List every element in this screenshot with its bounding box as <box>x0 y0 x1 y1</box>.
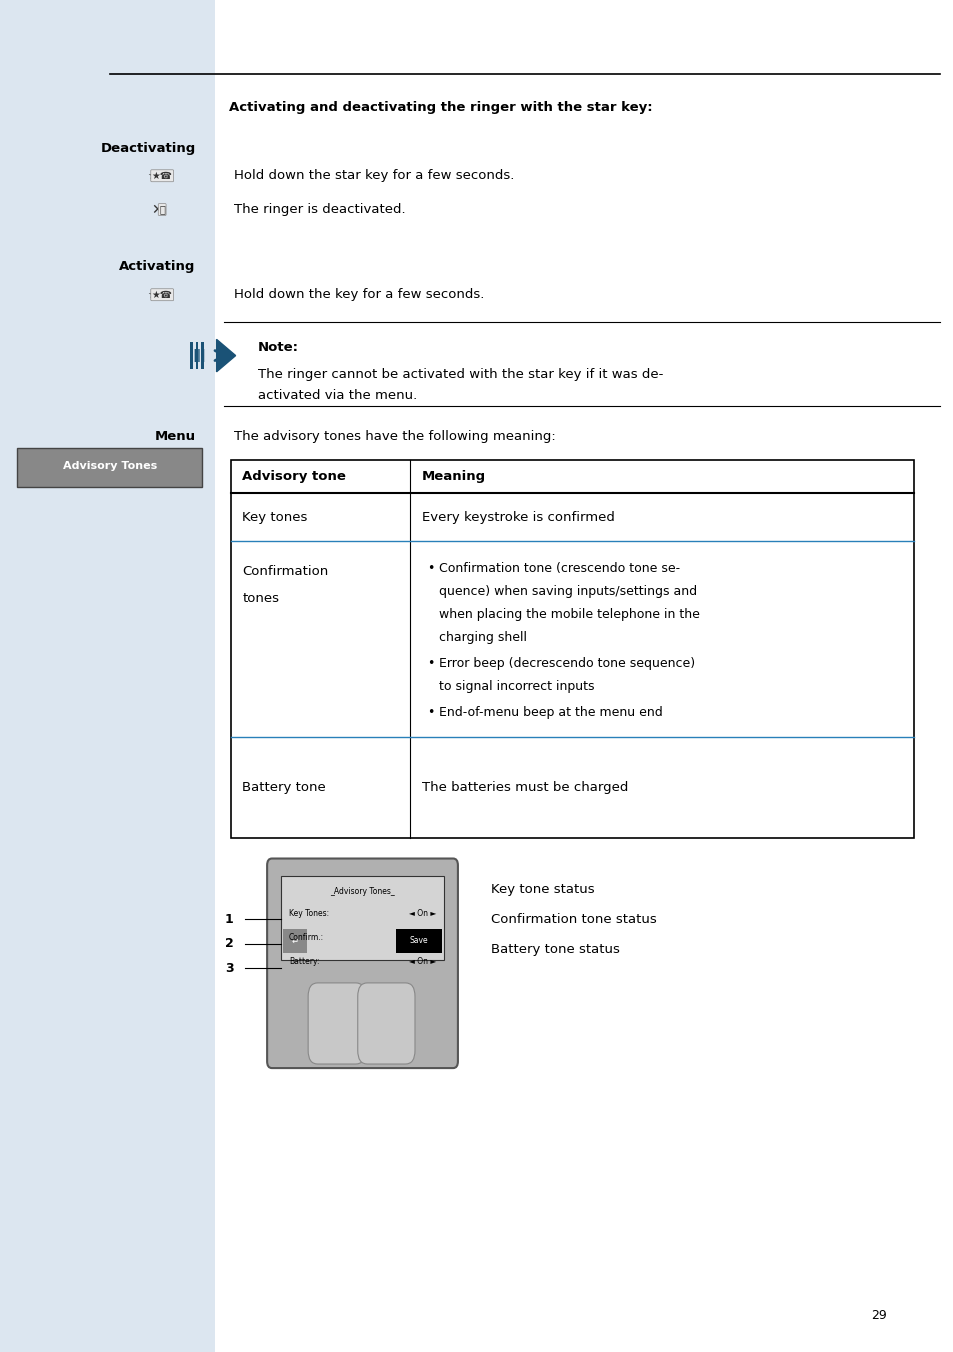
Text: when placing the mobile telephone in the: when placing the mobile telephone in the <box>438 608 699 622</box>
Text: 3: 3 <box>225 961 233 975</box>
Text: The ringer is deactivated.: The ringer is deactivated. <box>233 203 405 216</box>
Text: ★☑: ★☑ <box>148 170 167 181</box>
Text: Confirmation tone status: Confirmation tone status <box>491 913 657 926</box>
Text: Menu: Menu <box>154 430 195 443</box>
Text: ★☎: ★☎ <box>152 289 172 300</box>
Text: Battery tone: Battery tone <box>242 781 326 794</box>
Text: ↵: ↵ <box>291 937 298 945</box>
Text: Confirm.:: Confirm.: <box>289 933 324 942</box>
Text: Save: Save <box>409 937 428 945</box>
Text: Battery tone status: Battery tone status <box>491 942 619 956</box>
Text: Deactivating: Deactivating <box>100 142 195 155</box>
Text: to signal incorrect inputs: to signal incorrect inputs <box>438 680 594 694</box>
Bar <box>395 929 441 953</box>
Text: •: • <box>427 562 435 576</box>
FancyBboxPatch shape <box>17 448 202 487</box>
Text: charging shell: charging shell <box>438 631 526 645</box>
Text: The advisory tones have the following meaning:: The advisory tones have the following me… <box>233 430 555 443</box>
Text: Key tones: Key tones <box>242 511 308 523</box>
Text: Hold down the key for a few seconds.: Hold down the key for a few seconds. <box>233 288 483 301</box>
Text: |||: ||| <box>193 349 206 362</box>
Text: Error beep (decrescendo tone sequence): Error beep (decrescendo tone sequence) <box>438 657 694 671</box>
Bar <box>0 0 214 1352</box>
Text: 1: 1 <box>225 913 233 926</box>
Text: Battery:: Battery: <box>289 957 319 967</box>
Text: ★☎: ★☎ <box>152 170 172 181</box>
Bar <box>281 876 443 960</box>
Polygon shape <box>216 339 235 372</box>
Text: Advisory tone: Advisory tone <box>242 470 346 483</box>
Text: Key tone status: Key tone status <box>491 883 595 896</box>
Text: _Advisory Tones_: _Advisory Tones_ <box>330 887 395 896</box>
Text: The ringer cannot be activated with the star key if it was de-: The ringer cannot be activated with the … <box>257 368 662 381</box>
Text: activated via the menu.: activated via the menu. <box>257 389 416 403</box>
Text: Note:: Note: <box>257 341 298 354</box>
Text: 2: 2 <box>225 937 233 950</box>
FancyBboxPatch shape <box>308 983 365 1064</box>
Bar <box>190 342 193 369</box>
Text: Meaning: Meaning <box>421 470 485 483</box>
Text: Hold down the star key for a few seconds.: Hold down the star key for a few seconds… <box>233 169 514 183</box>
Text: tones: tones <box>242 592 279 606</box>
Text: •: • <box>427 706 435 719</box>
Text: Confirmation: Confirmation <box>242 565 328 579</box>
Text: End-of-menu beep at the menu end: End-of-menu beep at the menu end <box>438 706 662 719</box>
Text: 29: 29 <box>870 1309 886 1322</box>
Text: Key Tones:: Key Tones: <box>289 909 329 918</box>
Text: ◄ On ►: ◄ On ► <box>408 957 436 967</box>
Text: •: • <box>427 657 435 671</box>
Text: The batteries must be charged: The batteries must be charged <box>421 781 627 794</box>
Text: Activating: Activating <box>119 260 195 273</box>
FancyBboxPatch shape <box>267 859 457 1068</box>
Bar <box>201 342 204 369</box>
Text: Confirmation tone (crescendo tone se-: Confirmation tone (crescendo tone se- <box>438 562 679 576</box>
Text: Advisory Tones: Advisory Tones <box>63 461 156 472</box>
Bar <box>195 342 198 369</box>
Text: ◄ On ►: ◄ On ► <box>408 909 436 918</box>
Text: ✕: ✕ <box>152 203 163 216</box>
Bar <box>231 460 913 838</box>
Text: ◄ On ►: ◄ On ► <box>408 933 436 942</box>
Text: 🔕: 🔕 <box>159 204 165 215</box>
Text: ★☑: ★☑ <box>148 289 167 300</box>
Text: Activating and deactivating the ringer with the star key:: Activating and deactivating the ringer w… <box>229 101 652 115</box>
Text: quence) when saving inputs/settings and: quence) when saving inputs/settings and <box>438 585 697 599</box>
Text: Every keystroke is confirmed: Every keystroke is confirmed <box>421 511 614 523</box>
FancyBboxPatch shape <box>357 983 415 1064</box>
Bar <box>283 929 307 953</box>
